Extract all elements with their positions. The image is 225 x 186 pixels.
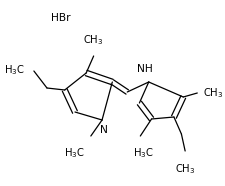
Text: CH$_3$: CH$_3$ xyxy=(83,33,104,47)
Text: CH$_3$: CH$_3$ xyxy=(175,162,195,176)
Text: CH$_3$: CH$_3$ xyxy=(203,86,223,100)
Text: N: N xyxy=(100,125,108,135)
Text: HBr: HBr xyxy=(51,13,70,23)
Text: H$_3$C: H$_3$C xyxy=(63,146,84,160)
Text: H$_3$C: H$_3$C xyxy=(133,146,154,160)
Text: H$_3$C: H$_3$C xyxy=(4,63,25,77)
Text: NH: NH xyxy=(137,64,153,74)
